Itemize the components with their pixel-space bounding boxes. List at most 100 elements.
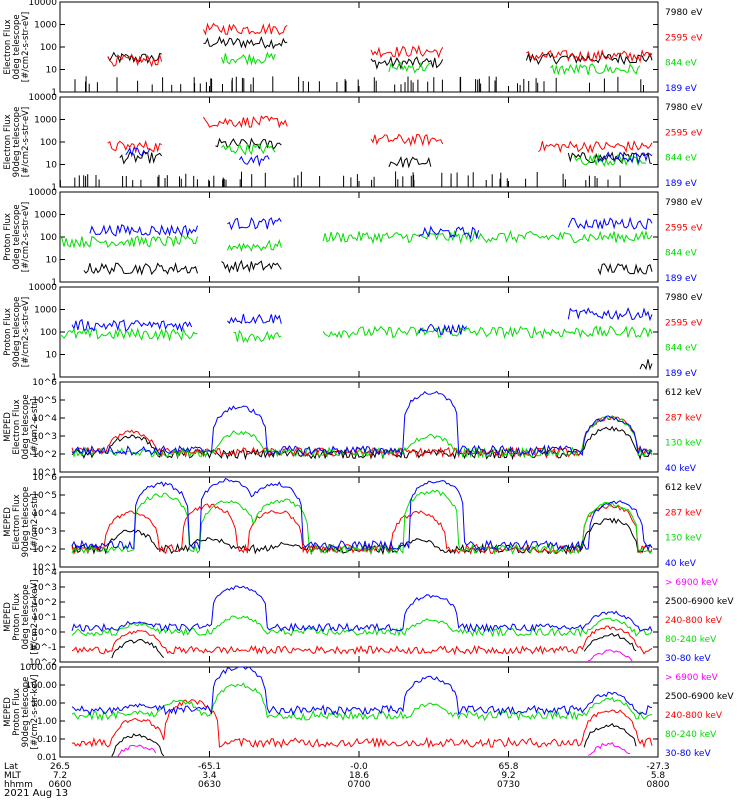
y-tick-label: 1000 bbox=[34, 21, 57, 31]
y-axis-label: [#/cm2-s-str-eV] bbox=[21, 297, 31, 367]
series-80-240-kev bbox=[71, 682, 653, 722]
panel-4: 1 10 100 1000 10000 Proton Flux 90deg telescop… bbox=[3, 283, 703, 383]
y-tick-label: 10^4 bbox=[32, 568, 57, 578]
series-trace bbox=[83, 259, 653, 276]
series-trace bbox=[221, 142, 647, 167]
x-tick-label-mlt: 3.4 bbox=[202, 771, 217, 781]
y-tick-label: 10^2 bbox=[32, 450, 57, 460]
y-axis-label: [#/cm2-s-str-keV] bbox=[30, 675, 40, 750]
legend-entry: 287 keV bbox=[665, 508, 702, 518]
panel-frame bbox=[59, 571, 659, 663]
series-trace bbox=[71, 415, 653, 459]
legend-entry: 189 eV bbox=[665, 274, 698, 284]
legend-entry: 240-800 keV bbox=[665, 616, 723, 626]
series-trace bbox=[125, 146, 653, 168]
y-tick-label: 100 bbox=[40, 43, 57, 53]
series-trace bbox=[71, 699, 653, 749]
series-40-kev bbox=[71, 390, 653, 457]
series--6900-kev bbox=[588, 649, 633, 662]
x-tick-label-hhmm: 0730 bbox=[497, 780, 520, 790]
series-2500-6900-kev bbox=[111, 632, 637, 659]
series-30-80-kev bbox=[71, 666, 653, 717]
y-tick-label: 10000 bbox=[28, 188, 57, 198]
legend-entry: 30-80 keV bbox=[665, 654, 711, 664]
y-tick-label: 10^3 bbox=[32, 432, 57, 442]
y-tick-label: 100 bbox=[40, 328, 57, 338]
legend-entry: 844 eV bbox=[665, 249, 698, 259]
series-612-kev bbox=[71, 517, 653, 556]
y-axis-label: [#/cm2-s-str-eV] bbox=[21, 12, 31, 82]
y-tick-label: 10^3 bbox=[32, 527, 57, 537]
series-trace bbox=[107, 115, 653, 154]
legend-entry: 2595 eV bbox=[665, 223, 703, 233]
legend-entry: 240-800 keV bbox=[665, 711, 723, 721]
series-189-ev bbox=[125, 146, 653, 168]
legend-entry: 7980 eV bbox=[665, 103, 703, 113]
y-axis-label: Proton Flux bbox=[3, 308, 13, 356]
y-tick-label: 1000 bbox=[34, 211, 57, 221]
y-tick-label: 10^5 bbox=[32, 491, 57, 501]
series-2595-ev bbox=[107, 115, 653, 154]
legend-entry: 80-240 keV bbox=[665, 730, 717, 740]
y-axis-label: Proton Flux bbox=[12, 688, 22, 736]
legend-entry: 30-80 keV bbox=[665, 749, 711, 759]
series-trace bbox=[71, 666, 653, 717]
legend-entry: 7980 eV bbox=[665, 198, 703, 208]
y-axis-label: MEPED bbox=[3, 697, 13, 727]
legend-entry: > 6900 keV bbox=[665, 673, 719, 683]
y-axis-label: 0deg telescope bbox=[12, 204, 22, 269]
y-axis-label: [#/cm2-s-str-keV] bbox=[30, 580, 40, 655]
series-40-kev bbox=[71, 477, 653, 552]
legend-entry: 844 eV bbox=[665, 59, 698, 69]
panel-frame bbox=[59, 1, 659, 93]
panel-frame bbox=[59, 381, 659, 473]
series-trace bbox=[59, 325, 653, 344]
y-tick-label: 10^-1 bbox=[29, 643, 57, 653]
legend-entry: 2500-6900 keV bbox=[665, 692, 734, 702]
y-tick-label: 10^2 bbox=[32, 598, 57, 608]
y-tick-label: 10^5 bbox=[32, 396, 57, 406]
series-trace bbox=[71, 415, 653, 459]
y-tick-label: 10 bbox=[46, 351, 58, 361]
legend-entry: 2500-6900 keV bbox=[665, 597, 734, 607]
series-trace bbox=[107, 35, 653, 70]
y-tick-label: 0.01 bbox=[37, 753, 57, 763]
series-trace bbox=[119, 137, 653, 169]
series-30-80-kev bbox=[71, 585, 653, 633]
panel-7: 10^-2 10^-1 10^0 10^1 10^2 10^3 10^4 MEPED Proto… bbox=[3, 568, 734, 668]
y-tick-label: 100 bbox=[40, 233, 57, 243]
y-axis-label: Proton Flux bbox=[3, 213, 13, 261]
x-tick-label-lat: 65.8 bbox=[498, 762, 518, 772]
y-tick-label: 10^6 bbox=[32, 378, 57, 388]
x-tick-label-lat: -0.0 bbox=[350, 762, 368, 772]
panel-1: 1 10 100 1000 10000 Electron Flux 0deg telesco… bbox=[3, 0, 703, 98]
series--6900-kev bbox=[117, 741, 631, 757]
x-tick-label-lat: -65.1 bbox=[198, 762, 221, 772]
series-trace bbox=[71, 625, 653, 656]
y-axis-label: 90deg telescope bbox=[21, 487, 31, 558]
series-189-ev bbox=[71, 306, 653, 335]
series-trace bbox=[71, 585, 653, 633]
y-tick-label: 10^6 bbox=[32, 473, 57, 483]
row-label-lat: Lat bbox=[4, 762, 19, 772]
legend-entry: 40 keV bbox=[665, 559, 697, 569]
series-trace bbox=[71, 615, 653, 638]
legend-entry: 844 eV bbox=[665, 344, 698, 354]
y-tick-label: 1000.00 bbox=[20, 663, 57, 673]
y-tick-label: 10000 bbox=[28, 0, 57, 8]
series-80-240-kev bbox=[71, 615, 653, 638]
y-axis-label: MEPED bbox=[3, 602, 13, 632]
x-tick-label-mlt: 18.6 bbox=[349, 771, 369, 781]
panel-2: 1 10 100 1000 10000 Electron Flux 90deg telesc… bbox=[3, 93, 703, 193]
y-tick-label: 1000 bbox=[34, 306, 57, 316]
x-tick-label-hhmm: 0600 bbox=[49, 780, 72, 790]
series-844-ev bbox=[59, 325, 653, 344]
series-287-kev bbox=[71, 415, 653, 459]
legend-entry: 2595 eV bbox=[665, 128, 703, 138]
series-844-ev bbox=[221, 142, 647, 167]
panel-5: 10^1 10^2 10^3 10^4 10^5 10^6 MEPED Electron Fl… bbox=[3, 378, 702, 478]
legend-entry: 7980 eV bbox=[665, 8, 703, 18]
series-240-800-kev bbox=[71, 625, 653, 656]
legend-entry: 612 keV bbox=[665, 483, 702, 493]
panel-frame bbox=[59, 96, 659, 188]
